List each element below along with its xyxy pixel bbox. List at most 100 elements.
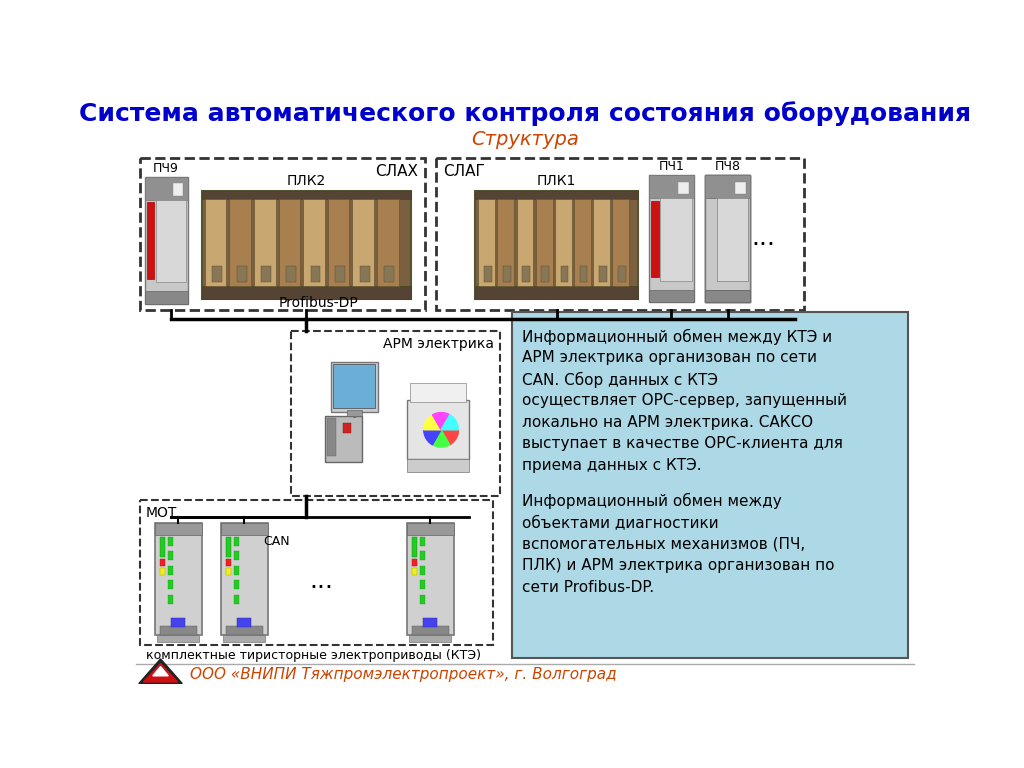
Text: вспомогательных механизмов (ПЧ,: вспомогательных механизмов (ПЧ, [521,537,805,551]
Text: АРМ электрика организован по сети: АРМ электрика организован по сети [521,350,817,365]
Bar [536,200,553,286]
Text: СЛАХ: СЛАХ [376,164,419,179]
Bar [160,537,165,557]
Bar [225,537,231,557]
Bar [475,286,638,299]
Bar [145,177,187,304]
Bar [234,537,239,546]
Bar [522,266,530,283]
Bar [139,500,493,645]
Bar [234,551,239,560]
Text: ПЧ8: ПЧ8 [715,160,740,173]
Bar [225,559,231,566]
Bar [343,423,351,432]
Bar [171,618,185,627]
Bar [202,190,411,299]
Text: CAN: CAN [263,535,290,548]
Bar [410,383,466,402]
Bar [717,198,749,281]
Bar [706,175,751,303]
Text: Profibus-DP: Profibus-DP [280,296,358,310]
Text: ООО «ВНИПИ Тяжпромэлектропроект», г. Волгоград: ООО «ВНИПИ Тяжпромэлектропроект», г. Вол… [190,667,616,682]
Text: ПЛК1: ПЛК1 [537,174,577,188]
Bar [574,200,591,286]
Bar [593,200,610,286]
Bar [649,175,693,303]
Bar [158,635,200,642]
Polygon shape [424,430,441,445]
Text: СЛАГ: СЛАГ [442,164,484,179]
Bar [155,523,202,535]
Bar [660,198,691,281]
Text: ...: ... [309,569,334,593]
Bar [139,157,425,310]
Text: ПЛК) и АРМ электрика организован по: ПЛК) и АРМ электрика организован по [521,558,835,573]
Bar [156,200,185,283]
Bar [407,523,454,635]
Bar [225,626,263,635]
Bar [384,266,394,283]
Bar [478,200,496,286]
Bar [734,182,745,194]
Bar [706,290,751,303]
Bar [412,537,417,557]
Bar [303,200,325,286]
Bar [155,523,202,635]
Text: приема данных с КТЭ.: приема данных с КТЭ. [521,458,701,473]
Bar [706,175,751,303]
Text: объектами диагностики: объектами диагностики [521,515,718,530]
Polygon shape [432,412,450,430]
Bar [650,200,658,277]
Bar [160,559,165,566]
Bar [410,635,452,642]
Bar [168,566,173,574]
Bar [335,266,345,283]
Bar [612,200,629,286]
Bar [146,202,155,279]
Bar [706,290,751,303]
Text: ПЛК2: ПЛК2 [287,174,326,188]
Text: ПЧ1: ПЧ1 [658,160,684,173]
Bar [327,418,336,456]
Bar [229,200,251,286]
Text: осуществляет OPC-сервер, запущенный: осуществляет OPC-сервер, запущенный [521,393,847,409]
Bar [412,568,417,574]
Bar [168,551,173,560]
Bar [436,157,804,310]
Bar [237,266,247,283]
Bar [234,581,239,589]
Bar [160,568,165,574]
Bar [254,200,275,286]
Text: Структура: Структура [471,131,579,150]
Text: ПЧ9: ПЧ9 [153,161,179,174]
Polygon shape [432,430,450,447]
Bar [221,523,267,635]
Text: выступает в качестве OPC-клиента для: выступает в качестве OPC-клиента для [521,436,843,452]
Bar [286,266,296,283]
Bar [160,626,197,635]
Bar [516,200,534,286]
Bar [168,594,173,604]
Bar [503,266,511,283]
Text: Система автоматического контроля состояния оборудования: Система автоматического контроля состоян… [79,101,971,126]
Bar [706,175,751,198]
Bar [599,266,606,283]
Polygon shape [139,659,182,684]
Bar [359,266,370,283]
Bar [423,618,437,627]
Bar [407,523,454,535]
Bar [202,286,411,299]
Bar [310,266,321,283]
Bar [205,200,226,286]
Bar [512,312,907,658]
Bar [555,200,571,286]
Bar [420,537,425,546]
Bar [238,618,251,627]
Bar [334,364,375,408]
Bar [475,190,638,200]
Bar [420,581,425,589]
Bar [173,184,183,196]
Polygon shape [153,667,168,676]
Bar [145,177,187,200]
Bar [420,551,425,560]
